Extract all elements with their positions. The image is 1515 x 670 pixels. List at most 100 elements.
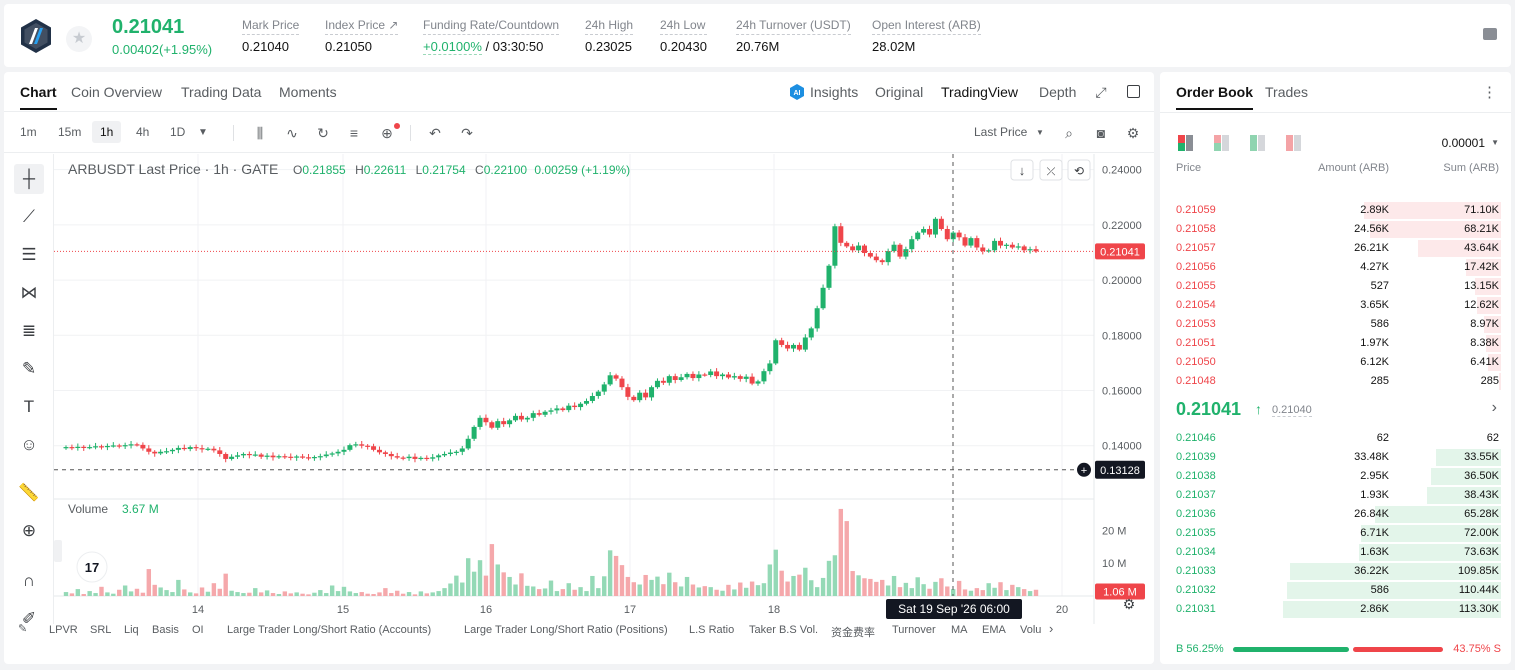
timeframe-4h[interactable]: 4h — [136, 125, 150, 139]
crosshair-icon[interactable]: ┼ — [14, 164, 44, 194]
indicator-ls-ratio[interactable]: L.S Ratio — [689, 624, 735, 636]
indicator-ema[interactable]: EMA — [982, 624, 1006, 636]
indicators-icon[interactable]: ∿ — [286, 125, 298, 141]
timeframe-1d[interactable]: 1D — [170, 125, 186, 139]
candle-type-icon[interactable]: ⫼ — [256, 125, 264, 141]
bid-row[interactable]: 0.21039 33.48K 33.55K — [1160, 448, 1511, 467]
tab-coin-overview[interactable]: Coin Overview — [71, 84, 163, 100]
search-icon[interactable]: ⌕ — [1065, 125, 1073, 141]
sell-ratio: 43.75% S — [1453, 643, 1501, 655]
y-tick-label: 0.14000 — [1102, 441, 1142, 453]
indicator-ma[interactable]: MA — [951, 624, 968, 636]
chevron-down-icon[interactable]: ▼ — [1491, 138, 1499, 147]
camera-icon[interactable]: ◙ — [1096, 125, 1106, 141]
bid-row[interactable]: 0.21033 36.22K 109.85K — [1160, 562, 1511, 581]
pattern-icon[interactable]: ⋈ — [20, 283, 38, 302]
favorite-star-icon[interactable]: ★ — [66, 26, 92, 52]
more-icon[interactable]: ⋮ — [1482, 84, 1497, 101]
text-icon[interactable]: T — [23, 397, 35, 416]
add-indicator-icon[interactable]: ⊕ — [381, 125, 393, 141]
redo-icon[interactable]: ↷ — [461, 125, 473, 141]
tab-insights[interactable]: Insights — [810, 84, 859, 100]
chevron-down-icon[interactable]: ▼ — [1036, 128, 1044, 137]
indicator-volume[interactable]: Volu — [1020, 624, 1042, 636]
indicator-turnover[interactable]: Turnover — [892, 624, 936, 636]
bid-row[interactable]: 0.21038 2.95K 36.50K — [1160, 467, 1511, 486]
indicator-basis[interactable]: Basis — [152, 624, 179, 636]
undo-icon[interactable]: ↶ — [429, 125, 441, 141]
chevron-right-icon[interactable]: › — [1491, 399, 1497, 416]
timeframe-1m[interactable]: 1m — [20, 125, 37, 139]
chart-buttons[interactable]: ↓ ⤫ ⟲ — [1010, 159, 1091, 181]
bid-row[interactable]: 0.21031 2.86K 113.30K — [1160, 600, 1511, 619]
ruler-icon[interactable]: 📏 — [18, 483, 40, 502]
volume-bar — [69, 593, 75, 596]
gear-icon[interactable]: ⚙ — [1126, 125, 1140, 141]
bid-row[interactable]: 0.21037 1.93K 38.43K — [1160, 486, 1511, 505]
window-icon[interactable] — [1127, 85, 1140, 98]
zoom-in-icon[interactable]: ⊕ — [21, 521, 37, 540]
chevron-right-icon[interactable]: › — [1049, 621, 1054, 636]
indicator-funding-rate[interactable]: 资金费率 — [831, 627, 875, 639]
indicator-oi[interactable]: OI — [192, 624, 204, 636]
ask-row[interactable]: 0.21048 285 285 — [1160, 372, 1511, 391]
tab-original[interactable]: Original — [875, 84, 924, 100]
indicator-liq[interactable]: Liq — [124, 624, 139, 636]
refresh-icon[interactable]: ↻ — [317, 125, 329, 141]
ask-row[interactable]: 0.21055 527 13.15K — [1160, 277, 1511, 296]
precision-select[interactable]: 0.00001 — [1441, 136, 1485, 150]
indicator-taker-vol[interactable]: Taker B.S Vol. — [749, 624, 819, 636]
ask-amount: 1.97K — [1360, 337, 1389, 349]
horizontal-lines-icon[interactable]: ☰ — [21, 245, 37, 264]
trendline-icon[interactable]: ⟋ — [23, 207, 35, 226]
candle-body — [400, 457, 406, 459]
bid-row[interactable]: 0.21036 26.84K 65.28K — [1160, 505, 1511, 524]
fib-icon[interactable]: ≣ — [21, 321, 37, 340]
bid-row[interactable]: 0.21035 6.71K 72.00K — [1160, 524, 1511, 543]
ask-row[interactable]: 0.21059 2.89K 71.10K — [1160, 201, 1511, 220]
tab-trading-data[interactable]: Trading Data — [181, 84, 262, 100]
brush-icon[interactable]: ✎ — [21, 359, 37, 378]
timeframe-15m[interactable]: 15m — [58, 125, 82, 139]
notebook-icon[interactable] — [1483, 28, 1497, 40]
tab-tradingview[interactable]: TradingView — [941, 84, 1019, 100]
magnet-icon[interactable]: ∩ — [22, 571, 36, 590]
indicator-ls-positions[interactable]: Large Trader Long/Short Ratio (Positions… — [464, 624, 668, 636]
tab-trades[interactable]: Trades — [1265, 84, 1309, 100]
indicator-ls-accounts[interactable]: Large Trader Long/Short Ratio (Accounts) — [227, 624, 432, 636]
indicator-srl[interactable]: SRL — [90, 624, 112, 636]
ask-row[interactable]: 0.21050 6.12K 6.41K — [1160, 353, 1511, 372]
stat-index-price[interactable]: Index Price ↗ 0.21050 — [325, 18, 399, 54]
indicator-lpvr[interactable]: LPVR — [49, 624, 78, 636]
volume-bar — [312, 592, 317, 596]
fullscreen-icon[interactable]: ⤢ — [1095, 84, 1107, 100]
candle-body — [394, 456, 400, 458]
header-price: Price — [1176, 162, 1202, 174]
ask-row[interactable]: 0.21057 26.21K 43.64K — [1160, 239, 1511, 258]
tab-depth[interactable]: Depth — [1039, 84, 1077, 100]
bid-price: 0.21036 — [1176, 508, 1216, 520]
tab-order-book[interactable]: Order Book — [1176, 84, 1254, 110]
settings-list-icon[interactable]: ≡ — [349, 125, 359, 141]
tab-moments[interactable]: Moments — [279, 84, 337, 100]
pencil-lock-icon[interactable]: ✐ — [21, 609, 37, 628]
ask-row[interactable]: 0.21056 4.27K 17.42K — [1160, 258, 1511, 277]
pencil-icon[interactable]: ✎ — [18, 623, 28, 635]
ask-row[interactable]: 0.21051 1.97K 8.38K — [1160, 334, 1511, 353]
ask-row[interactable]: 0.21058 24.56K 68.21K — [1160, 220, 1511, 239]
chart-settings-icon[interactable]: ⚙ — [1123, 596, 1136, 612]
stat-funding-rate: Funding Rate/Countdown +0.0100% / 03:30:… — [423, 18, 560, 55]
tab-chart[interactable]: Chart — [20, 84, 57, 110]
price-chart[interactable]: 0.21041 0.13128 + Sat 19 Sep '26 06:00 0.240… — [54, 154, 1154, 624]
bid-row[interactable]: 0.21046 62 62 — [1160, 429, 1511, 448]
timeframe-1h[interactable]: 1h — [92, 121, 122, 143]
candle-body — [388, 453, 394, 457]
ask-row[interactable]: 0.21054 3.65K 12.62K — [1160, 296, 1511, 315]
candle-body — [418, 457, 424, 460]
bid-row[interactable]: 0.21034 1.63K 73.63K — [1160, 543, 1511, 562]
ask-row[interactable]: 0.21053 586 8.97K — [1160, 315, 1511, 334]
bid-row[interactable]: 0.21032 586 110.44K — [1160, 581, 1511, 600]
price-source-select[interactable]: Last Price — [974, 125, 1028, 139]
emoji-icon[interactable]: ☺ — [20, 435, 38, 454]
chevron-down-icon[interactable]: ▼ — [198, 127, 208, 138]
